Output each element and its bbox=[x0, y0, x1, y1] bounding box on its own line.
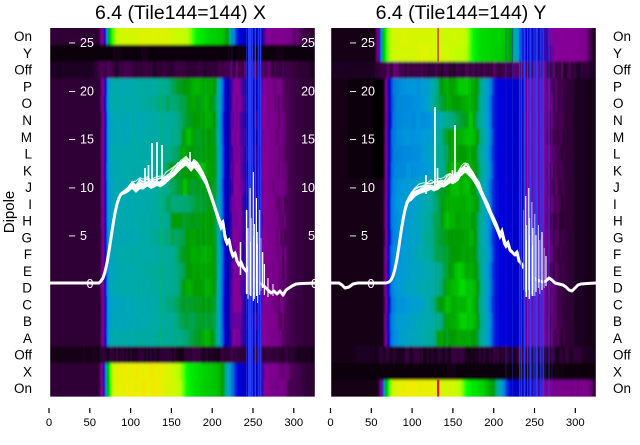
svg-text:20: 20 bbox=[80, 84, 94, 98]
svg-text:B: B bbox=[23, 314, 32, 329]
svg-text:Off: Off bbox=[613, 63, 631, 78]
svg-text:−: − bbox=[69, 84, 76, 98]
svg-text:M: M bbox=[613, 130, 624, 145]
svg-text:J: J bbox=[613, 180, 620, 195]
svg-text:6.4 (Tile144=144) X: 6.4 (Tile144=144) X bbox=[95, 2, 266, 24]
svg-text:Y: Y bbox=[23, 46, 32, 61]
svg-text:15: 15 bbox=[80, 133, 94, 147]
svg-text:A: A bbox=[23, 331, 32, 346]
svg-text:A: A bbox=[613, 331, 622, 346]
svg-text:X: X bbox=[23, 364, 32, 379]
svg-text:O: O bbox=[613, 96, 624, 111]
svg-text:0: 0 bbox=[311, 277, 318, 291]
svg-text:10: 10 bbox=[80, 181, 94, 195]
svg-text:On: On bbox=[14, 29, 32, 44]
svg-text:D: D bbox=[613, 281, 623, 296]
svg-text:O: O bbox=[21, 96, 32, 111]
svg-text:L: L bbox=[24, 147, 32, 162]
svg-text:H: H bbox=[22, 214, 32, 229]
svg-text:F: F bbox=[613, 247, 621, 262]
svg-text:M: M bbox=[21, 130, 32, 145]
svg-text:250: 250 bbox=[525, 417, 544, 429]
svg-text:On: On bbox=[14, 381, 32, 396]
svg-text:−: − bbox=[350, 181, 357, 195]
svg-text:P: P bbox=[613, 80, 622, 95]
svg-text:20: 20 bbox=[361, 84, 375, 98]
svg-text:100: 100 bbox=[403, 417, 422, 429]
svg-text:K: K bbox=[613, 163, 622, 178]
svg-text:−: − bbox=[69, 181, 76, 195]
svg-text:G: G bbox=[21, 230, 32, 245]
svg-text:C: C bbox=[613, 297, 623, 312]
svg-text:X: X bbox=[613, 364, 622, 379]
svg-text:−: − bbox=[350, 133, 357, 147]
svg-text:25: 25 bbox=[361, 36, 375, 50]
svg-text:Dipole: Dipole bbox=[1, 191, 18, 234]
svg-text:300: 300 bbox=[566, 417, 585, 429]
svg-text:N: N bbox=[613, 113, 623, 128]
svg-text:H: H bbox=[613, 214, 623, 229]
svg-text:J: J bbox=[25, 180, 32, 195]
svg-text:I: I bbox=[613, 197, 617, 212]
svg-text:50: 50 bbox=[365, 417, 378, 429]
svg-text:P: P bbox=[23, 80, 32, 95]
svg-text:150: 150 bbox=[162, 417, 181, 429]
svg-text:G: G bbox=[613, 230, 624, 245]
svg-text:200: 200 bbox=[203, 417, 222, 429]
svg-text:150: 150 bbox=[443, 417, 462, 429]
svg-text:10: 10 bbox=[361, 181, 375, 195]
svg-text:D: D bbox=[22, 281, 32, 296]
svg-text:−: − bbox=[350, 229, 357, 243]
svg-text:100: 100 bbox=[121, 417, 140, 429]
svg-text:F: F bbox=[24, 247, 32, 262]
svg-text:E: E bbox=[23, 264, 32, 279]
svg-text:6.4 (Tile144=144) Y: 6.4 (Tile144=144) Y bbox=[376, 2, 547, 24]
svg-text:Y: Y bbox=[613, 46, 622, 61]
svg-text:C: C bbox=[22, 297, 32, 312]
svg-text:On: On bbox=[613, 29, 631, 44]
svg-text:20: 20 bbox=[301, 84, 315, 98]
svg-text:−: − bbox=[69, 133, 76, 147]
svg-text:−: − bbox=[350, 36, 357, 50]
svg-text:I: I bbox=[28, 197, 32, 212]
svg-text:−: − bbox=[69, 229, 76, 243]
svg-text:Off: Off bbox=[14, 348, 32, 363]
svg-text:5: 5 bbox=[361, 229, 368, 243]
svg-text:K: K bbox=[23, 163, 32, 178]
svg-text:Off: Off bbox=[613, 348, 631, 363]
svg-text:15: 15 bbox=[301, 133, 315, 147]
svg-text:50: 50 bbox=[84, 417, 97, 429]
svg-text:0: 0 bbox=[327, 417, 333, 429]
svg-text:E: E bbox=[613, 264, 622, 279]
svg-text:15: 15 bbox=[361, 133, 375, 147]
svg-text:B: B bbox=[613, 314, 622, 329]
svg-text:On: On bbox=[613, 381, 631, 396]
svg-text:0: 0 bbox=[87, 277, 94, 291]
svg-text:5: 5 bbox=[308, 229, 315, 243]
svg-text:25: 25 bbox=[80, 36, 94, 50]
svg-text:300: 300 bbox=[284, 417, 303, 429]
svg-text:0: 0 bbox=[368, 277, 375, 291]
svg-text:25: 25 bbox=[301, 36, 315, 50]
svg-text:Off: Off bbox=[14, 63, 32, 78]
svg-text:5: 5 bbox=[80, 229, 87, 243]
svg-text:250: 250 bbox=[244, 417, 263, 429]
svg-text:200: 200 bbox=[484, 417, 503, 429]
svg-text:10: 10 bbox=[301, 181, 315, 195]
svg-text:−: − bbox=[69, 36, 76, 50]
svg-text:N: N bbox=[22, 113, 32, 128]
svg-text:−: − bbox=[350, 84, 357, 98]
svg-text:L: L bbox=[613, 147, 621, 162]
svg-text:0: 0 bbox=[46, 417, 52, 429]
